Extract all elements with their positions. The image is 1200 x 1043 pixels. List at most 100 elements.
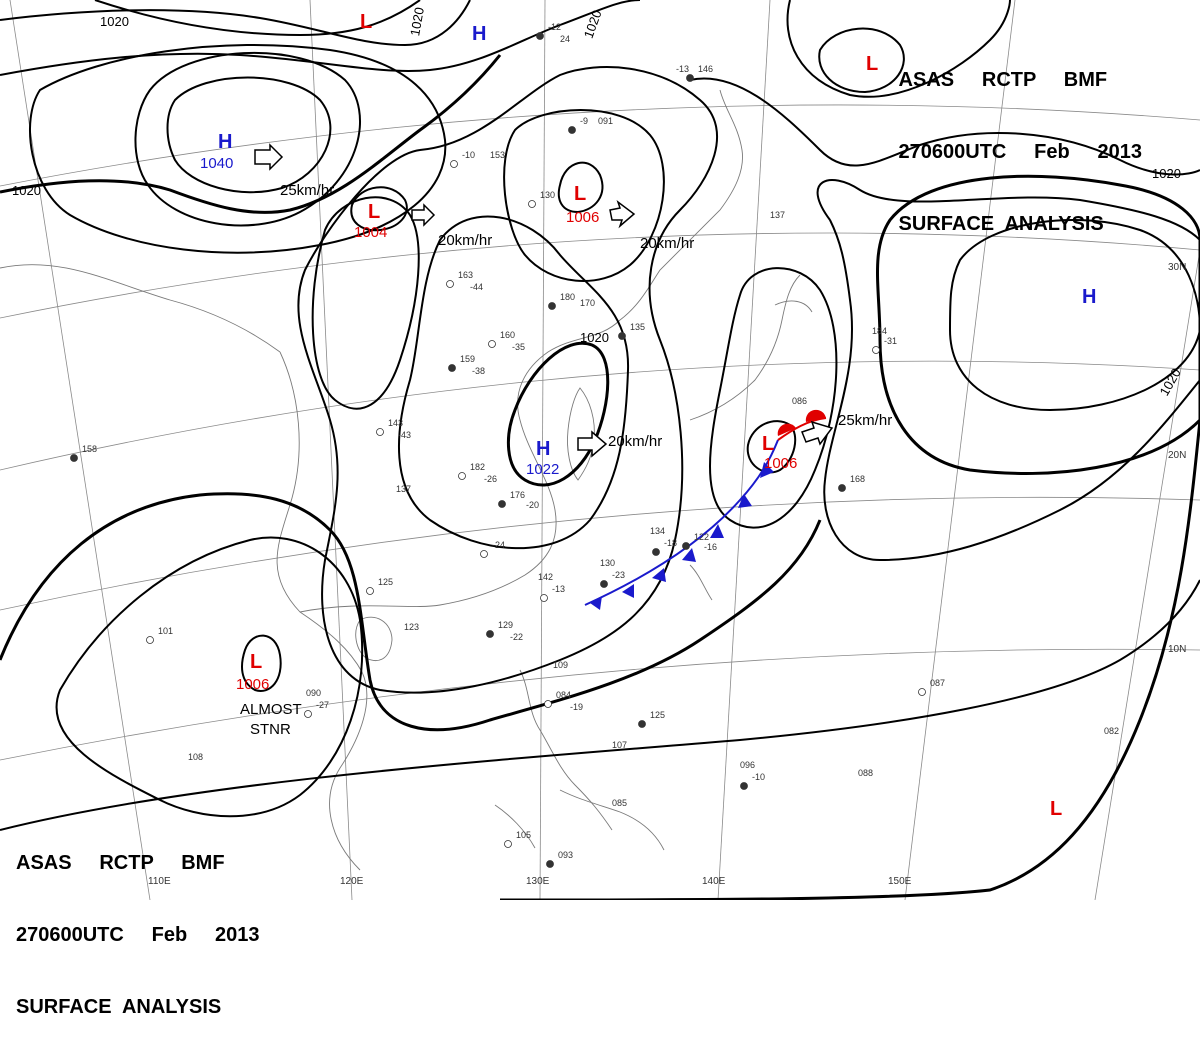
station-circle	[377, 429, 384, 436]
station-circle	[305, 711, 312, 718]
isobar-label: 1020	[580, 330, 609, 345]
longitude-label: 130E	[526, 876, 550, 887]
header-line-3: SURFACE ANALYSIS	[16, 995, 259, 1019]
station-value: 163	[458, 270, 473, 280]
high-pressure-taiwan: H	[536, 438, 550, 460]
motion-speed-label: 25km/hr	[838, 412, 892, 429]
station-value: 158	[82, 444, 97, 454]
station-value: -13	[552, 584, 565, 594]
low-pressure-north-china: L	[574, 183, 586, 205]
motion-speed-label: 20km/hr	[608, 433, 662, 450]
low-pressure-center-west-value: 1004	[354, 224, 387, 241]
low-pressure-indochina: L	[250, 651, 262, 673]
station-value: 130	[540, 190, 555, 200]
station-circle	[489, 341, 496, 348]
station-circle	[505, 841, 512, 848]
station-value: -23	[612, 570, 625, 580]
station-value: -35	[512, 342, 525, 352]
low-pressure-center-west: L	[368, 201, 380, 223]
station-value: 184	[872, 326, 887, 336]
latitude-label: 20N	[1168, 450, 1186, 461]
station-value: 146	[698, 64, 713, 74]
station-value: 096	[740, 760, 755, 770]
isobar-label: 1020	[100, 14, 129, 29]
low-pressure-northeast: L	[866, 53, 878, 75]
station-value: 159	[460, 354, 475, 364]
station-value: 135	[630, 322, 645, 332]
header-top-right: ASAS RCTP BMF 270600UTC Feb 2013 SURFACE…	[899, 20, 1142, 260]
station-value: 090	[306, 688, 321, 698]
station-circle	[537, 33, 544, 40]
station-circle	[499, 501, 506, 508]
station-value: -27	[316, 700, 329, 710]
station-value: 134	[650, 526, 665, 536]
latitude-label: 10N	[1168, 644, 1186, 655]
station-circle	[147, 637, 154, 644]
station-circle	[873, 347, 880, 354]
latitude-label: 30N	[1168, 262, 1186, 273]
almost-stnr-line1: ALMOST	[240, 701, 302, 718]
station-circle	[71, 455, 78, 462]
station-value: -38	[472, 366, 485, 376]
station-value: -10	[462, 150, 475, 160]
longitude-label: 140E	[702, 876, 726, 887]
motion-speed-label: 20km/hr	[438, 232, 492, 249]
station-value: 084	[556, 690, 571, 700]
station-value: 093	[558, 850, 573, 860]
low-pressure-southeast: L	[1050, 798, 1062, 820]
station-value: -18	[664, 538, 677, 548]
station-value: -24	[492, 540, 505, 550]
station-circle	[547, 861, 554, 868]
station-circle	[687, 75, 694, 82]
station-value: -22	[510, 632, 523, 642]
station-circle	[541, 595, 548, 602]
station-value: 142	[538, 572, 553, 582]
header-line-2: 270600UTC Feb 2013	[16, 923, 259, 947]
station-circle	[569, 127, 576, 134]
station-value: 168	[850, 474, 865, 484]
station-value: -44	[470, 282, 483, 292]
high-pressure-north: H	[472, 23, 486, 45]
station-circle	[545, 701, 552, 708]
station-value: 143	[388, 418, 403, 428]
station-value: 086	[792, 396, 807, 406]
station-value: 180	[560, 292, 575, 302]
station-circle	[619, 333, 626, 340]
station-circle	[839, 485, 846, 492]
station-circle	[653, 549, 660, 556]
station-value: 105	[516, 830, 531, 840]
almost-stnr-line2: STNR	[250, 721, 291, 738]
low-pressure-indochina-value: 1006	[236, 676, 269, 693]
station-value: -16	[704, 542, 717, 552]
station-circle	[459, 473, 466, 480]
station-value: -43	[398, 430, 411, 440]
station-circle	[919, 689, 926, 696]
station-value: 182	[470, 462, 485, 472]
station-circle	[451, 161, 458, 168]
station-value: 122	[694, 532, 709, 542]
station-value: 125	[650, 710, 665, 720]
station-circle	[529, 201, 536, 208]
station-circle	[549, 303, 556, 310]
header-bottom-left: ASAS RCTP BMF 270600UTC Feb 2013 SURFACE…	[16, 803, 259, 1043]
station-value: 087	[930, 678, 945, 688]
station-value: 109	[553, 660, 568, 670]
station-circle	[481, 551, 488, 558]
station-value: 129	[498, 620, 513, 630]
station-value: 153	[490, 150, 505, 160]
station-value: 125	[378, 577, 393, 587]
header-line-2: 270600UTC Feb 2013	[899, 140, 1142, 164]
motion-speed-label: 20km/hr	[640, 235, 694, 252]
station-value: 137	[396, 484, 411, 494]
station-circle	[601, 581, 608, 588]
motion-speed-label: 25km/hr	[280, 182, 334, 199]
station-value: -9	[580, 116, 588, 126]
header-line-1: ASAS RCTP BMF	[899, 68, 1142, 92]
station-value: 101	[158, 626, 173, 636]
station-circle	[683, 543, 690, 550]
station-value: -12	[548, 22, 561, 32]
station-value: -10	[752, 772, 765, 782]
longitude-label: 150E	[888, 876, 912, 887]
station-circle	[449, 365, 456, 372]
station-value: 24	[560, 34, 570, 44]
